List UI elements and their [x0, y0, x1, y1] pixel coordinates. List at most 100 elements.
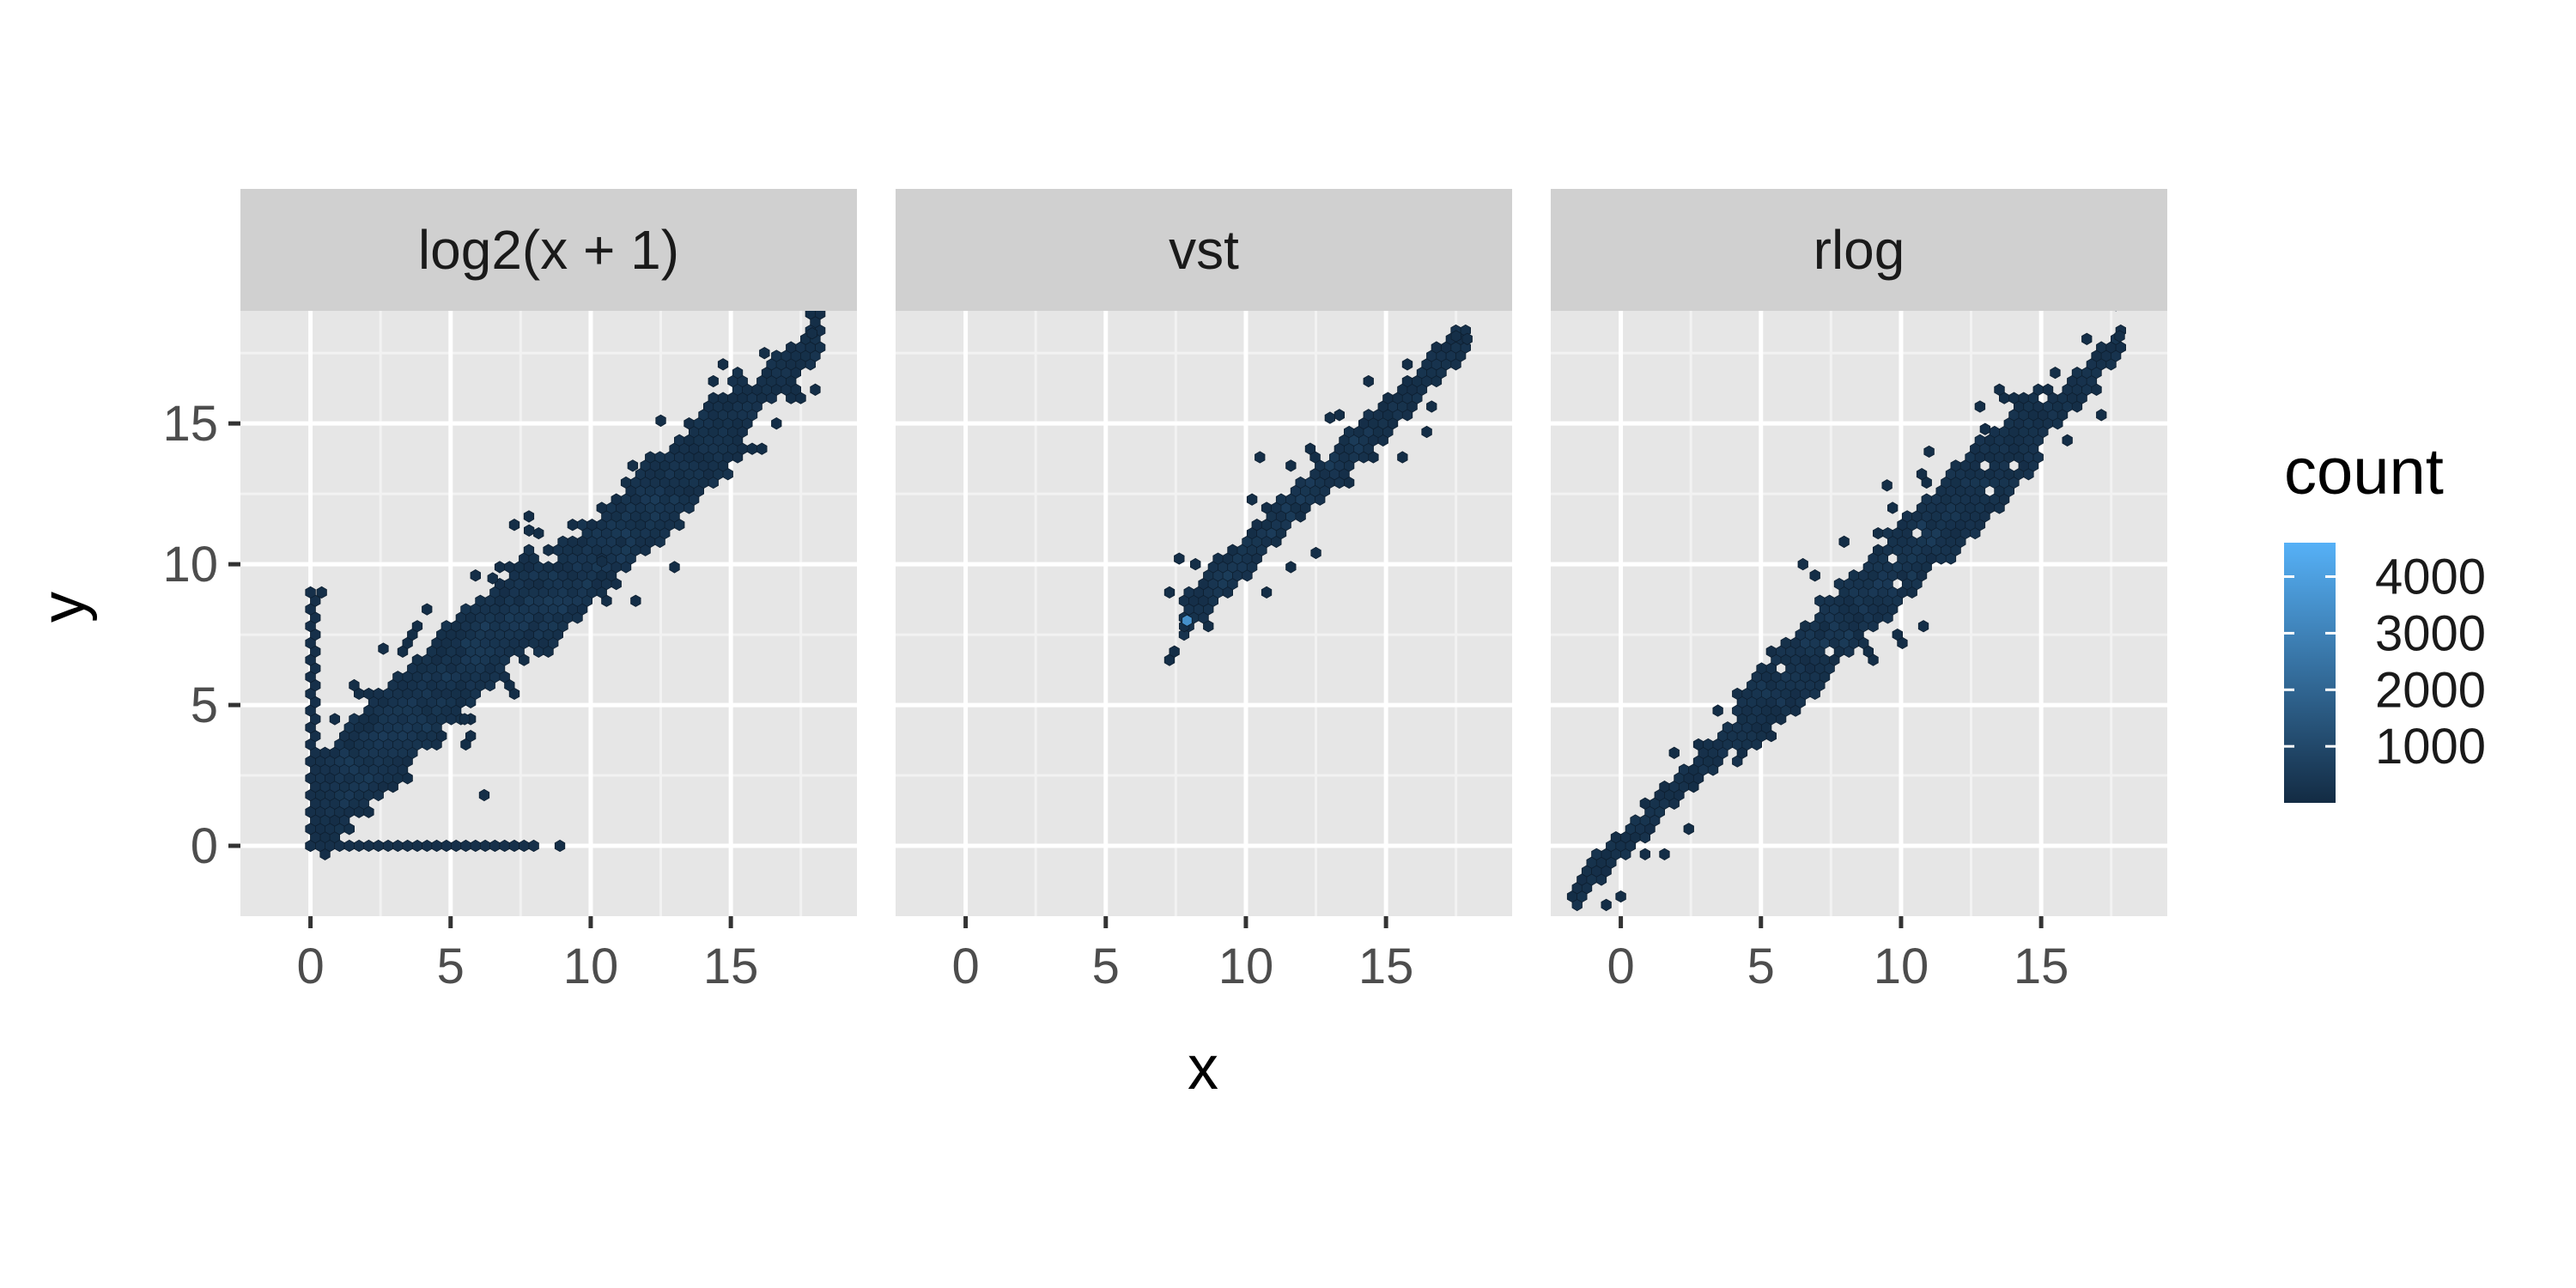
- hexbin-cell: [1401, 374, 1413, 388]
- hexbin-cell: [343, 839, 355, 853]
- hexbin-layer: [305, 311, 826, 860]
- hexbin-cell: [528, 839, 539, 853]
- hexbin-cell: [1450, 330, 1461, 343]
- hexbin-cell: [1659, 848, 1670, 860]
- hexbin-cell: [523, 544, 535, 556]
- x-tick-label: 15: [703, 939, 759, 994]
- hexbin-cell: [1780, 636, 1791, 650]
- x-tick-label: 5: [437, 939, 465, 994]
- hexbin-cell: [1800, 620, 1811, 633]
- hexbin-cell: [654, 451, 665, 464]
- hexbin-cell: [1659, 781, 1670, 793]
- hexbin-cell: [746, 442, 758, 455]
- hexbin-cell: [1461, 332, 1473, 345]
- hexbin-cell: [1421, 425, 1432, 439]
- y-tick-label: 10: [162, 537, 218, 592]
- hexbin-cell: [1601, 898, 1612, 912]
- hexbin-cell: [2062, 434, 2073, 447]
- hexbin-cell: [717, 392, 729, 404]
- hexbin-layer: [1566, 311, 2126, 936]
- hexbin-cell: [1765, 645, 1777, 658]
- hexbin-cell: [325, 839, 336, 853]
- hexbin-cell: [669, 561, 680, 574]
- hexbin-cell: [334, 839, 345, 853]
- hexbin-cell: [655, 414, 666, 428]
- hexbin-cell: [708, 392, 719, 404]
- hexbin-cell: [392, 839, 404, 853]
- hexbin-cell: [1917, 620, 1929, 633]
- facet-panel: log2(x + 1) 0 5 10 15 0 5 10 15: [162, 189, 857, 994]
- hexbin-cell: [470, 569, 481, 582]
- hexbin-cell: [329, 713, 340, 726]
- hexbin-cell: [708, 374, 719, 388]
- hexbin-cell: [422, 839, 433, 853]
- hexbin-cell: [1639, 797, 1650, 810]
- hexbin-cell: [1979, 422, 1990, 435]
- hexbin-cell: [1577, 925, 1588, 936]
- hexbin-cell: [1261, 501, 1273, 514]
- hexbin-cell: [478, 788, 490, 802]
- hexbin-cell: [1401, 358, 1413, 371]
- hexbin-cell: [2018, 392, 2029, 404]
- hexbin-cell: [586, 519, 598, 532]
- x-tick-label: 10: [1218, 939, 1274, 994]
- facet-strip-label: log2(x + 1): [418, 219, 679, 281]
- x-tick-label: 15: [2014, 939, 2069, 994]
- hexbin-cell: [1921, 493, 1932, 506]
- hexbin-cell: [1285, 459, 1297, 472]
- hexbin-cell: [1989, 425, 2000, 439]
- hexbin-cell: [2042, 383, 2054, 396]
- hexbin-cell: [378, 642, 389, 655]
- hexbin-cell: [524, 524, 535, 537]
- hexbin-cell: [1974, 434, 1986, 447]
- hexbin-cell: [810, 383, 821, 396]
- hexbin-cell: [674, 434, 685, 447]
- hexbin-cell: [1873, 526, 1884, 540]
- hexbin-cell: [523, 510, 535, 523]
- facet-strip-label: rlog: [1814, 219, 1905, 281]
- hexbin-cell: [1310, 546, 1321, 560]
- hexbin-cell: [1334, 409, 1345, 422]
- x-tick-label: 5: [1747, 939, 1775, 994]
- hexbin-cell: [382, 839, 394, 853]
- facet-strip: [1551, 189, 2167, 311]
- y-tick-label: 0: [191, 818, 218, 874]
- hexbin-cell: [2114, 330, 2125, 343]
- x-tick-label: 0: [951, 939, 979, 994]
- hexbin-cell: [1994, 383, 2005, 396]
- hexbin-cell: [645, 451, 656, 464]
- hexbin-cell: [1848, 569, 1860, 582]
- hexbin-cell: [1363, 409, 1374, 422]
- hexbin-cell: [1261, 586, 1273, 599]
- hexbin-cell: [1692, 738, 1704, 751]
- hexbin-cell: [543, 561, 554, 574]
- hexbin-cell: [1190, 557, 1201, 571]
- hexbin-cell: [596, 555, 608, 568]
- hexbin-cell: [363, 687, 374, 701]
- hexbin-cell: [508, 519, 520, 532]
- hexbin-cell: [411, 653, 423, 666]
- hexbin-cell: [806, 327, 817, 340]
- hexbin-cell: [1833, 577, 1845, 591]
- hexbin-cell: [1887, 501, 1899, 514]
- hexbin-cell: [1923, 445, 1935, 459]
- hexbin-cell: [487, 572, 498, 585]
- hexbin-cell: [1174, 552, 1185, 565]
- hexbin-cell: [683, 417, 695, 430]
- hexbin-cell: [2115, 311, 2117, 312]
- x-tick-label: 0: [296, 939, 324, 994]
- hexbin-cell: [373, 687, 384, 701]
- hexbin-cell: [1882, 526, 1893, 540]
- hexbin-cell: [759, 347, 770, 360]
- hexbin-cell: [717, 358, 729, 371]
- legend-title: count: [2284, 435, 2444, 508]
- hexbin-cell: [1974, 400, 1986, 413]
- hexbin-cell: [815, 311, 826, 320]
- hexbin-cell: [440, 620, 452, 633]
- colorbar-tick-label: 2000: [2375, 662, 2486, 718]
- hexbin-cell: [1246, 493, 1258, 506]
- hexbin-cell: [1426, 400, 1437, 413]
- hexbin-cell: [1615, 890, 1626, 903]
